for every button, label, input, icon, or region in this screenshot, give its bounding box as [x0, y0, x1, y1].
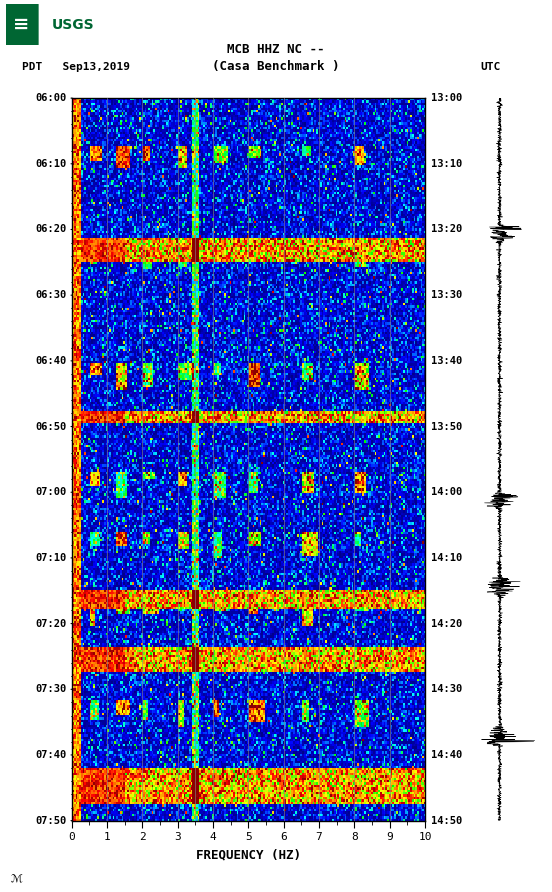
Text: 14:00: 14:00	[431, 487, 462, 497]
Text: 07:20: 07:20	[35, 618, 66, 629]
Text: 07:10: 07:10	[35, 553, 66, 563]
Text: 14:20: 14:20	[431, 618, 462, 629]
Text: 06:30: 06:30	[35, 290, 66, 301]
Text: 14:50: 14:50	[431, 815, 462, 826]
Text: 06:40: 06:40	[35, 356, 66, 366]
Text: 14:30: 14:30	[431, 684, 462, 694]
Text: 13:20: 13:20	[431, 225, 462, 235]
Text: 06:00: 06:00	[35, 93, 66, 103]
Text: 14:10: 14:10	[431, 553, 462, 563]
Text: 13:30: 13:30	[431, 290, 462, 301]
Text: 06:10: 06:10	[35, 159, 66, 169]
Text: 07:40: 07:40	[35, 750, 66, 760]
Text: 13:10: 13:10	[431, 159, 462, 169]
Text: 06:20: 06:20	[35, 225, 66, 235]
X-axis label: FREQUENCY (HZ): FREQUENCY (HZ)	[196, 848, 301, 861]
Text: 07:50: 07:50	[35, 815, 66, 826]
Text: (Casa Benchmark ): (Casa Benchmark )	[213, 61, 339, 73]
Text: PDT   Sep13,2019: PDT Sep13,2019	[22, 62, 130, 72]
Text: 07:30: 07:30	[35, 684, 66, 694]
Text: ≡: ≡	[13, 15, 29, 34]
Text: 14:40: 14:40	[431, 750, 462, 760]
FancyBboxPatch shape	[2, 3, 39, 46]
Text: 13:40: 13:40	[431, 356, 462, 366]
Text: 13:50: 13:50	[431, 422, 462, 432]
Text: 13:00: 13:00	[431, 93, 462, 103]
Text: MCB HHZ NC --: MCB HHZ NC --	[227, 43, 325, 55]
Text: ℳ: ℳ	[11, 873, 23, 883]
Text: 07:00: 07:00	[35, 487, 66, 497]
Text: USGS: USGS	[52, 18, 94, 31]
Text: 06:50: 06:50	[35, 422, 66, 432]
Text: UTC: UTC	[480, 62, 501, 72]
